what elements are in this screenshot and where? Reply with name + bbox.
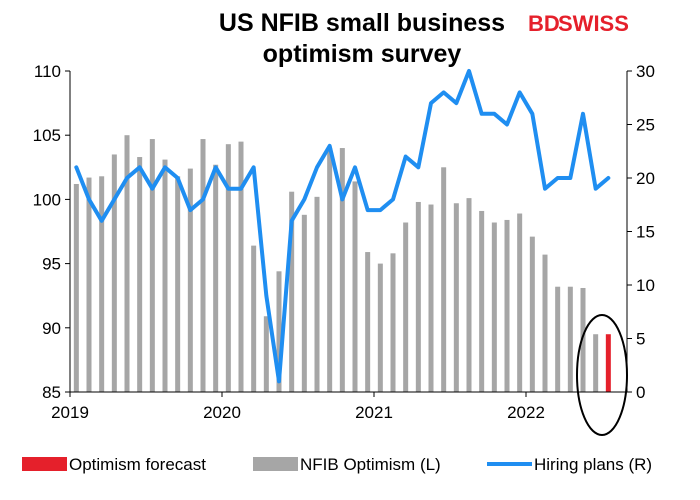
- optimism-bar: [530, 237, 535, 392]
- optimism-bar: [213, 165, 218, 392]
- right-tick-label: 5: [636, 330, 645, 349]
- right-tick-label: 20: [636, 169, 655, 188]
- optimism-bar: [593, 334, 598, 392]
- optimism-bar: [137, 157, 142, 392]
- optimism-bar: [201, 139, 206, 392]
- optimism-bar: [87, 178, 92, 392]
- optimism-bar: [251, 246, 256, 392]
- optimism-bar: [454, 203, 459, 392]
- logo-swiss-text: SWISS: [558, 11, 629, 36]
- optimism-bar: [315, 197, 320, 392]
- chart-title-line-2: optimism survey: [263, 40, 462, 68]
- optimism-bar: [378, 264, 383, 392]
- legend-label-optimism-forecast: Optimism forecast: [69, 455, 206, 474]
- optimism-bar: [492, 223, 497, 392]
- optimism-bar: [479, 211, 484, 392]
- optimism-bar: [403, 223, 408, 392]
- optimism-bar: [239, 142, 244, 392]
- forecast-bar: [606, 334, 611, 392]
- optimism-bar: [112, 154, 117, 392]
- optimism-bar: [416, 202, 421, 392]
- optimism-bar: [391, 253, 396, 392]
- optimism-bar: [441, 167, 446, 392]
- optimism-bar: [163, 160, 168, 392]
- right-tick-label: 0: [636, 383, 645, 402]
- optimism-bar: [150, 139, 155, 392]
- x-tick-label: 2020: [203, 403, 241, 422]
- left-tick-label: 105: [33, 126, 61, 145]
- optimism-bar: [543, 255, 548, 392]
- optimism-bar: [302, 215, 307, 392]
- optimism-bar: [74, 184, 79, 392]
- x-tick-label: 2019: [51, 403, 89, 422]
- legend-label-nfib-optimism: NFIB Optimism (L): [300, 455, 441, 474]
- legend-label-hiring-plans: Hiring plans (R): [534, 455, 652, 474]
- optimism-bar: [264, 316, 269, 392]
- bars-layer: [74, 135, 611, 392]
- optimism-bar: [175, 176, 180, 392]
- optimism-bar: [505, 220, 510, 392]
- right-tick-label: 10: [636, 276, 655, 295]
- chart-title-line-1: US NFIB small business: [219, 9, 505, 37]
- x-tick-label: 2022: [507, 403, 545, 422]
- legend: Optimism forecast NFIB Optimism (L) Hiri…: [22, 455, 652, 474]
- optimism-bar: [353, 181, 358, 392]
- bdswiss-logo: BD SWISS: [528, 11, 629, 36]
- legend-swatch-optimism-forecast: [22, 457, 67, 471]
- optimism-bar: [365, 252, 370, 392]
- optimism-bar: [467, 198, 472, 392]
- left-tick-label: 85: [42, 383, 61, 402]
- legend-swatch-nfib-optimism: [253, 457, 298, 471]
- optimism-bar: [327, 148, 332, 392]
- optimism-bar: [99, 176, 104, 392]
- right-tick-label: 30: [636, 62, 655, 81]
- chart: US NFIB small business optimism survey B…: [0, 0, 700, 500]
- optimism-bar: [125, 135, 130, 392]
- left-tick-label: 90: [42, 319, 61, 338]
- left-tick-label: 95: [42, 255, 61, 274]
- right-tick-label: 25: [636, 116, 655, 135]
- x-tick-label: 2021: [355, 403, 393, 422]
- optimism-bar: [429, 205, 434, 392]
- optimism-bar: [226, 144, 231, 392]
- left-tick-label: 110: [34, 62, 61, 81]
- left-tick-label: 100: [33, 190, 61, 209]
- right-tick-label: 15: [636, 223, 655, 242]
- optimism-bar: [517, 214, 522, 392]
- logo-bd-text: BD: [528, 11, 560, 36]
- optimism-bar: [568, 287, 573, 392]
- optimism-bar: [555, 287, 560, 392]
